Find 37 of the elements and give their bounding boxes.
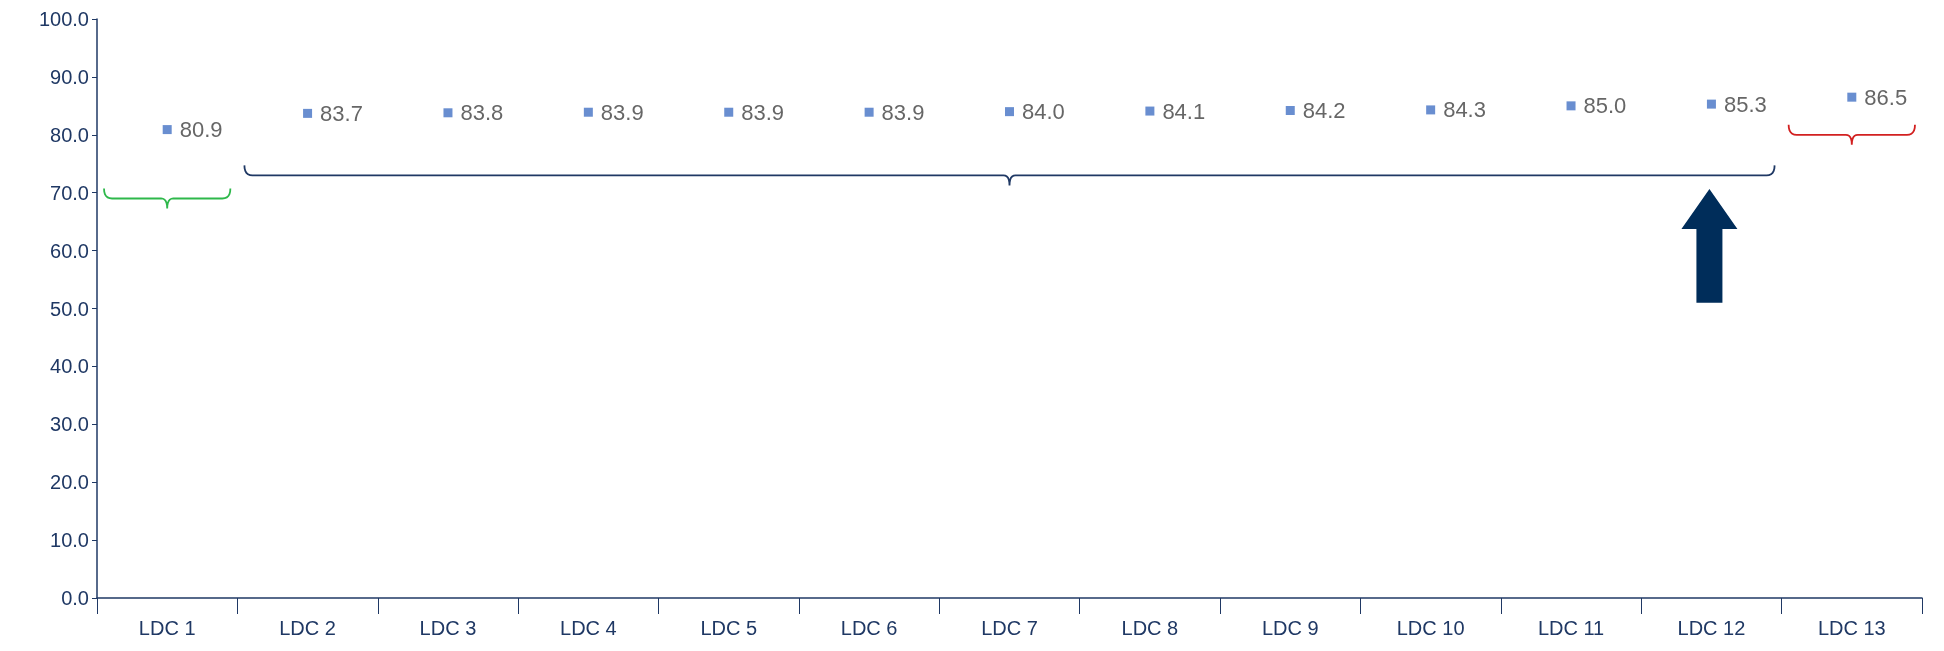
x-tick-label: LDC 2 xyxy=(279,617,336,639)
data-label: 80.9 xyxy=(179,117,223,143)
x-tick-label: LDC 13 xyxy=(1817,617,1886,639)
y-tick-label: 60.0 xyxy=(50,239,89,262)
data-label: 84.2 xyxy=(1302,97,1346,123)
x-tick-label: LDC 10 xyxy=(1396,617,1465,639)
x-tick-label: LDC 4 xyxy=(559,617,617,639)
x-tick-label: LDC 6 xyxy=(840,617,898,639)
data-label: 83.9 xyxy=(881,99,925,125)
data-label: 83.8 xyxy=(460,100,504,126)
data-label: 86.5 xyxy=(1864,84,1908,110)
y-tick-label: 40.0 xyxy=(50,355,89,378)
data-label: 84.1 xyxy=(1162,98,1206,124)
x-tick-label: LDC 1 xyxy=(138,617,196,639)
y-tick-label: 90.0 xyxy=(50,65,89,88)
y-tick-label: 10.0 xyxy=(50,529,89,552)
data-label: 85.0 xyxy=(1583,93,1627,119)
x-tick-label: LDC 11 xyxy=(1537,617,1605,639)
x-tick-label: LDC 9 xyxy=(1261,617,1319,639)
x-tick-label: LDC 12 xyxy=(1677,617,1746,639)
data-label: 83.9 xyxy=(600,99,644,125)
y-tick-label: 80.0 xyxy=(50,123,89,146)
data-label: 85.3 xyxy=(1723,91,1767,117)
x-tick-label: LDC 3 xyxy=(419,617,477,639)
x-tick-label: LDC 7 xyxy=(981,617,1038,639)
y-tick-label: 0.0 xyxy=(61,587,89,609)
y-tick-label: 20.0 xyxy=(50,471,89,494)
x-tick-label: LDC 8 xyxy=(1121,617,1179,639)
data-label: 83.7 xyxy=(320,100,363,126)
y-tick-label: 100.0 xyxy=(38,8,89,30)
y-tick-label: 30.0 xyxy=(50,413,89,436)
data-label: 84.3 xyxy=(1443,97,1486,123)
x-tick-label: LDC 5 xyxy=(700,617,758,639)
data-label: 84.0 xyxy=(1022,99,1065,125)
data-label: 83.9 xyxy=(741,99,785,125)
y-tick-label: 50.0 xyxy=(50,297,89,320)
y-tick-label: 70.0 xyxy=(50,181,89,204)
